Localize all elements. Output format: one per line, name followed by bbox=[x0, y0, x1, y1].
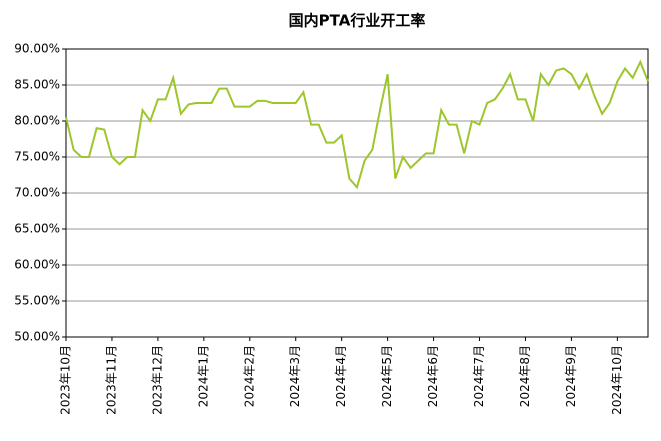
x-tick-label: 2024年7月 bbox=[472, 345, 486, 407]
y-tick-label: 65.00% bbox=[14, 222, 60, 236]
x-tick-label: 2023年11月 bbox=[104, 345, 118, 415]
x-tick-label: 2024年6月 bbox=[426, 345, 440, 407]
y-tick-label: 80.00% bbox=[14, 114, 60, 128]
data-line bbox=[65, 59, 649, 190]
y-tick-label: 50.00% bbox=[14, 330, 60, 344]
y-tick-label: 85.00% bbox=[14, 78, 60, 92]
x-tick-label: 2024年4月 bbox=[334, 345, 348, 407]
x-tick-label: 2023年12月 bbox=[150, 345, 164, 415]
chart-title: 国内PTA行业开工率 bbox=[289, 12, 426, 30]
y-tick-label: 55.00% bbox=[14, 294, 60, 308]
x-tick-label: 2024年5月 bbox=[380, 345, 394, 407]
x-tick-label: 2024年9月 bbox=[564, 345, 578, 407]
x-tick-label: 2024年10月 bbox=[610, 345, 624, 415]
x-tick-label: 2024年3月 bbox=[288, 345, 302, 407]
plot-frame bbox=[65, 48, 649, 338]
x-tick-label: 2024年1月 bbox=[196, 345, 210, 407]
x-tick-label: 2024年2月 bbox=[242, 345, 256, 407]
y-tick-label: 75.00% bbox=[14, 150, 60, 164]
y-tick-label: 60.00% bbox=[14, 258, 60, 272]
x-tick-label: 2023年10月 bbox=[59, 345, 73, 415]
y-tick-label: 70.00% bbox=[14, 186, 60, 200]
x-tick-label: 2024年8月 bbox=[518, 345, 532, 407]
y-tick-label: 90.00% bbox=[14, 42, 60, 56]
